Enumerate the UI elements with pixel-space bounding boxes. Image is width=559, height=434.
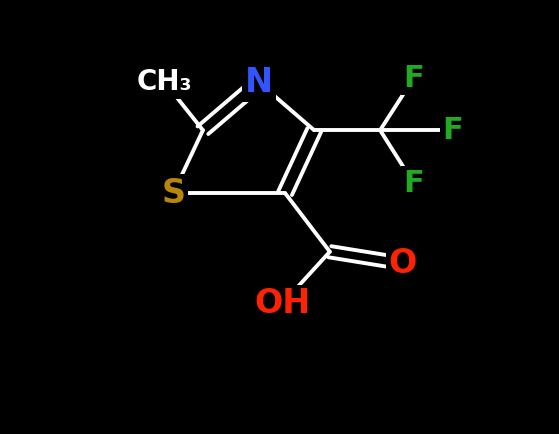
Text: S: S: [162, 177, 185, 210]
Text: N: N: [245, 66, 273, 99]
Text: F: F: [403, 64, 424, 92]
Text: O: O: [389, 247, 416, 280]
Text: CH₃: CH₃: [137, 69, 193, 96]
Text: F: F: [442, 116, 463, 145]
Text: OH: OH: [254, 287, 310, 320]
Text: F: F: [403, 169, 424, 197]
